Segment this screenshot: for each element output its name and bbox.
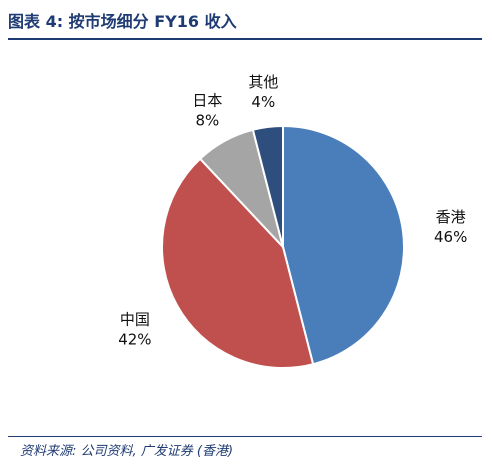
slice-value-label-2: 8% bbox=[195, 111, 219, 129]
slice-value-label-3: 4% bbox=[251, 93, 275, 111]
pie-labels: 香港 46% 中国 42% 日本 8% 其他 4% bbox=[118, 73, 467, 348]
chart-title: 图表 4: 按市场细分 FY16 收入 bbox=[8, 12, 237, 31]
pie-slice-0 bbox=[282, 124, 405, 366]
pie-slices bbox=[161, 124, 405, 369]
slice-category-label-2: 日本 bbox=[192, 91, 222, 109]
slice-category-label-1: 中国 bbox=[120, 310, 150, 328]
source-note: 资料来源: 公司资料, 广发证券 (香港) bbox=[20, 444, 234, 459]
title-divider bbox=[8, 38, 482, 40]
slice-value-label-1: 42% bbox=[118, 330, 151, 348]
pie-slice-3 bbox=[251, 124, 284, 248]
slice-category-label-0: 香港 bbox=[436, 208, 466, 226]
pie-slice-1 bbox=[161, 157, 315, 369]
source-divider bbox=[8, 436, 482, 437]
slice-category-label-3: 其他 bbox=[248, 73, 278, 91]
slice-value-label-0: 46% bbox=[434, 228, 467, 246]
pie-chart: 香港 46% 中国 42% 日本 8% 其他 4% bbox=[118, 73, 467, 369]
